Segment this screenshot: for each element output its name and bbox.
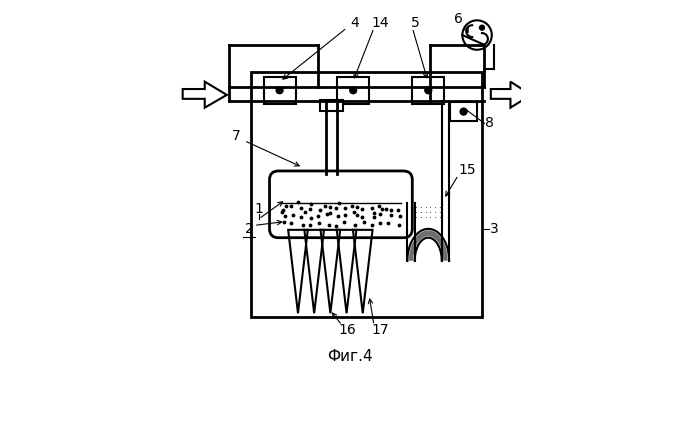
Circle shape [480,25,484,30]
Polygon shape [182,82,227,108]
Text: 4: 4 [350,16,359,30]
Bar [320,100,343,111]
Text: 15: 15 [459,163,476,177]
Bar [252,72,482,317]
Text: 7: 7 [232,128,241,143]
Text: 5: 5 [412,16,420,30]
Bar [450,102,477,121]
Circle shape [350,87,356,93]
Circle shape [460,108,467,115]
Text: 3: 3 [490,222,498,236]
Text: 1: 1 [254,202,263,216]
Text: 2: 2 [245,222,253,236]
Text: 17: 17 [371,323,389,338]
Bar [412,77,444,104]
Bar [264,77,296,104]
Text: 6: 6 [454,12,463,26]
Text: Фиг.4: Фиг.4 [326,349,373,364]
Circle shape [425,87,432,93]
Circle shape [276,87,283,93]
Text: 16: 16 [338,323,356,338]
FancyBboxPatch shape [270,171,412,238]
Text: 14: 14 [371,16,389,30]
Text: 8: 8 [485,117,493,130]
Polygon shape [409,230,447,261]
Bar [337,77,369,104]
Polygon shape [491,82,531,108]
